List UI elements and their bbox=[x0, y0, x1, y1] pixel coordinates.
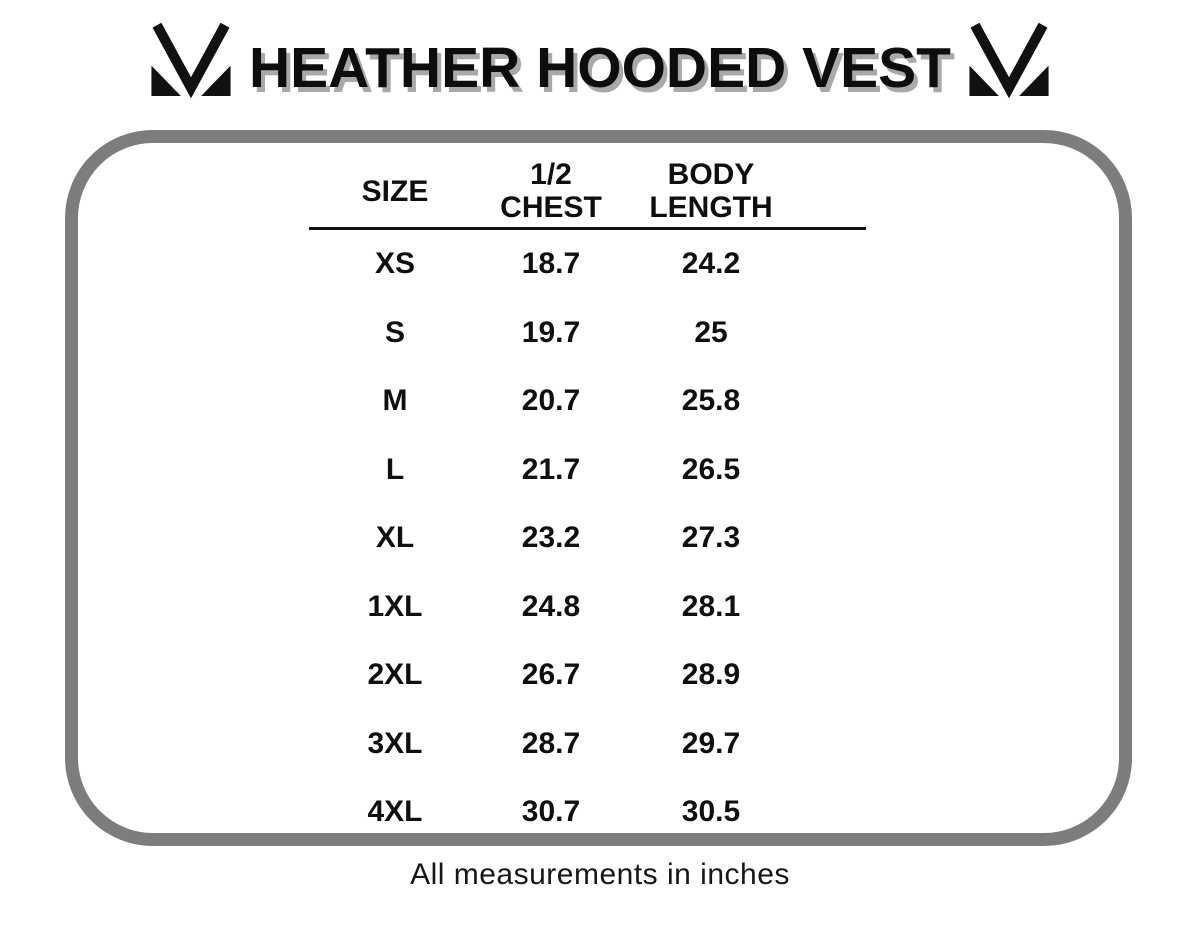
length-value-cell: 30.5 bbox=[681, 795, 741, 829]
table-row: XS 18.7 24.2 bbox=[309, 230, 866, 299]
column-header-size: SIZE bbox=[361, 174, 429, 208]
chest-value-cell: 28.7 bbox=[521, 726, 581, 760]
chest-value-cell: 30.7 bbox=[521, 795, 581, 829]
length-value-cell: 28.1 bbox=[681, 589, 741, 623]
chest-value-cell: 20.7 bbox=[521, 384, 581, 418]
size-cell: M bbox=[382, 384, 408, 418]
header: HEATHER HOODED VEST bbox=[0, 18, 1200, 118]
page-title: HEATHER HOODED VEST bbox=[248, 36, 951, 100]
chest-value-cell: 23.2 bbox=[521, 521, 581, 555]
chest-value-cell: 21.7 bbox=[521, 452, 581, 486]
table-row: 3XL 28.7 29.7 bbox=[309, 710, 866, 779]
size-table-header: SIZE 1/2 CHEST BODY LENGTH bbox=[309, 158, 866, 224]
length-value-cell: 26.5 bbox=[681, 452, 741, 486]
length-value-cell: 28.9 bbox=[681, 658, 741, 692]
column-header-length: BODY LENGTH bbox=[649, 158, 773, 224]
size-cell: XL bbox=[375, 521, 415, 555]
table-row: L 21.7 26.5 bbox=[309, 436, 866, 505]
length-value-cell: 27.3 bbox=[681, 521, 741, 555]
table-row: 1XL 24.8 28.1 bbox=[309, 573, 866, 642]
size-cell: S bbox=[384, 315, 405, 349]
size-cell: 4XL bbox=[367, 795, 423, 829]
length-value-cell: 25 bbox=[694, 315, 728, 349]
units-note: All measurements in inches bbox=[410, 858, 790, 891]
size-table-body: XS 18.7 24.2 S 19.7 25 M 20.7 25.8 L 21.7 26.5 XL 23.… bbox=[309, 230, 866, 847]
size-cell: XS bbox=[374, 247, 416, 281]
length-value-cell: 24.2 bbox=[681, 247, 741, 281]
chest-value-cell: 24.8 bbox=[521, 589, 581, 623]
table-row: M 20.7 25.8 bbox=[309, 367, 866, 436]
size-cell: 3XL bbox=[367, 726, 423, 760]
table-row: 2XL 26.7 28.9 bbox=[309, 641, 866, 710]
table-row: 4XL 30.7 30.5 bbox=[309, 778, 866, 847]
size-cell: 1XL bbox=[367, 589, 423, 623]
brand-mark-icon-left bbox=[151, 22, 231, 99]
length-value-cell: 29.7 bbox=[681, 726, 741, 760]
size-chart-frame bbox=[65, 130, 1132, 846]
header-divider bbox=[309, 227, 866, 230]
table-row: S 19.7 25 bbox=[309, 299, 866, 368]
column-header-chest: 1/2 CHEST bbox=[500, 158, 602, 224]
chest-value-cell: 26.7 bbox=[521, 658, 581, 692]
table-row: XL 23.2 27.3 bbox=[309, 504, 866, 573]
size-table: SIZE 1/2 CHEST BODY LENGTH XS 18.7 24.2 S 19… bbox=[309, 158, 866, 847]
chest-value-cell: 18.7 bbox=[521, 247, 581, 281]
size-cell: L bbox=[385, 452, 405, 486]
length-value-cell: 25.8 bbox=[681, 384, 741, 418]
size-cell: 2XL bbox=[367, 658, 423, 692]
brand-mark-icon-right bbox=[969, 22, 1049, 99]
chest-value-cell: 19.7 bbox=[521, 315, 581, 349]
